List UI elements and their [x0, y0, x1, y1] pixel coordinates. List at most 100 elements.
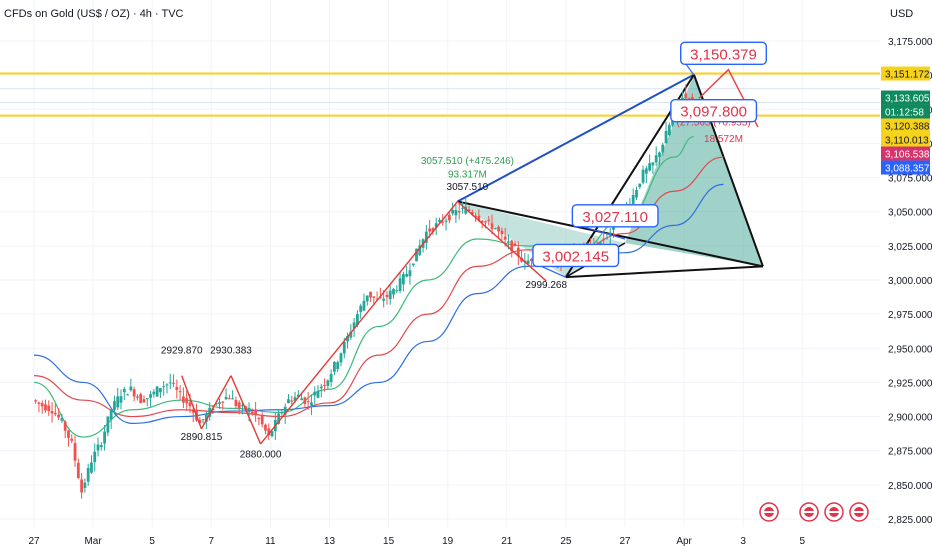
candle-body [484, 221, 487, 223]
time-tick-label: 25 [560, 536, 572, 547]
candle-body [254, 409, 258, 416]
candle-body [175, 387, 179, 390]
zigzag-segment [181, 375, 203, 430]
candle-body [349, 331, 353, 338]
time-tick-label: 11 [265, 536, 276, 547]
candle-body [608, 232, 612, 236]
candle-body [283, 406, 287, 415]
time-tick-label: 7 [209, 536, 215, 547]
candle-body [113, 401, 116, 411]
candle-body [208, 407, 212, 417]
annotation-label: 2999.268 [525, 280, 567, 291]
candle-body [136, 396, 139, 398]
zigzag-segment [230, 375, 262, 445]
candle-body [47, 405, 51, 412]
candle-body [684, 93, 688, 98]
price-tick-label: 3,175.000 [888, 37, 932, 48]
price-tag-box [881, 104, 930, 119]
candle-body [598, 242, 602, 245]
harmonic-leg-xc[interactable] [457, 73, 695, 203]
candle-body [188, 402, 192, 407]
candle-body [37, 402, 41, 404]
zigzag-segment [457, 200, 547, 282]
candle-body [339, 353, 343, 363]
price-axis[interactable]: 2,825.000 2,850.000 2,875.000 2,900.000 2,92… [881, 0, 932, 550]
candle-body [34, 400, 38, 402]
callout-text: 3,150.379 [690, 46, 757, 63]
annotation-label: 93.317M [448, 170, 487, 181]
candle-body [60, 418, 64, 421]
candle-body [398, 278, 402, 291]
time-axis[interactable]: 27 Mar 5 7 11 13 15 19 21 25 27 Apr 3 5 [28, 536, 805, 547]
candle-body [441, 221, 445, 223]
candle-body [369, 291, 372, 298]
callout-box[interactable] [680, 41, 768, 65]
candle-body [185, 398, 189, 404]
candle-body [313, 391, 317, 396]
candle-body [227, 398, 231, 400]
event-icons[interactable] [759, 502, 869, 522]
candle-body [510, 240, 514, 252]
event-stripe-icon [804, 511, 814, 513]
candle-body [388, 290, 392, 300]
callout-box[interactable] [670, 98, 758, 123]
annotation-label: 18.572M [704, 134, 743, 145]
candle-body [231, 398, 235, 400]
price-tick-label: 2,825.000 [888, 515, 932, 526]
candle-body [375, 298, 379, 300]
candle-body [264, 424, 267, 431]
candle-body [122, 388, 126, 393]
candle-body [93, 451, 97, 463]
candle-body [67, 430, 70, 438]
candle-body [664, 131, 668, 144]
event-stripe-icon [764, 511, 774, 513]
candle-body [293, 397, 297, 401]
harmonic-leg-ad[interactable] [565, 265, 763, 279]
price-axis-background [881, 0, 932, 550]
candle-body [470, 211, 474, 215]
candle-body [310, 402, 313, 406]
candle-body [70, 438, 74, 441]
callout-box[interactable] [571, 204, 659, 228]
moving-average-line [33, 156, 724, 418]
candle-body [507, 241, 510, 243]
callout-box[interactable] [532, 243, 620, 268]
candle-body [372, 296, 376, 298]
candle-body [323, 384, 326, 386]
callout-text: 3,027.110 [582, 209, 648, 226]
candle-body [530, 258, 533, 261]
candle-body [50, 411, 54, 414]
zigzag-lines [181, 200, 547, 445]
candle-body [526, 260, 530, 264]
price-callouts[interactable]: 3,150.379 3,097.800 3,027.110 3,002.145 [532, 41, 768, 278]
candle-body [648, 163, 652, 171]
candle-body [333, 361, 336, 372]
candle-body [257, 417, 261, 419]
candle-body [362, 300, 366, 311]
candle-body [57, 414, 61, 418]
time-tick-label: 3 [740, 536, 746, 547]
candle-body [602, 239, 606, 241]
candle-body [162, 386, 166, 388]
candle-body [129, 386, 133, 391]
annotation-label: 2880.000 [240, 450, 282, 461]
candle-body [178, 391, 182, 393]
price-tick-label: 2,850.000 [888, 481, 932, 492]
candle-body [214, 403, 218, 405]
candle-body [96, 444, 100, 451]
candle-body [411, 263, 415, 266]
candle-body [149, 394, 152, 398]
price-tick-label: 3,075.000 [888, 174, 932, 185]
candle-body [356, 314, 359, 326]
price-tag-box [881, 146, 930, 161]
price-tag-box [881, 160, 930, 175]
candle-body [76, 462, 80, 479]
candle-body [63, 421, 67, 431]
candle-body [267, 428, 271, 436]
candle-body [237, 402, 241, 409]
candle-body [500, 230, 504, 235]
candle-body [83, 482, 87, 488]
candle-body [80, 479, 84, 493]
candle-body [487, 219, 491, 221]
